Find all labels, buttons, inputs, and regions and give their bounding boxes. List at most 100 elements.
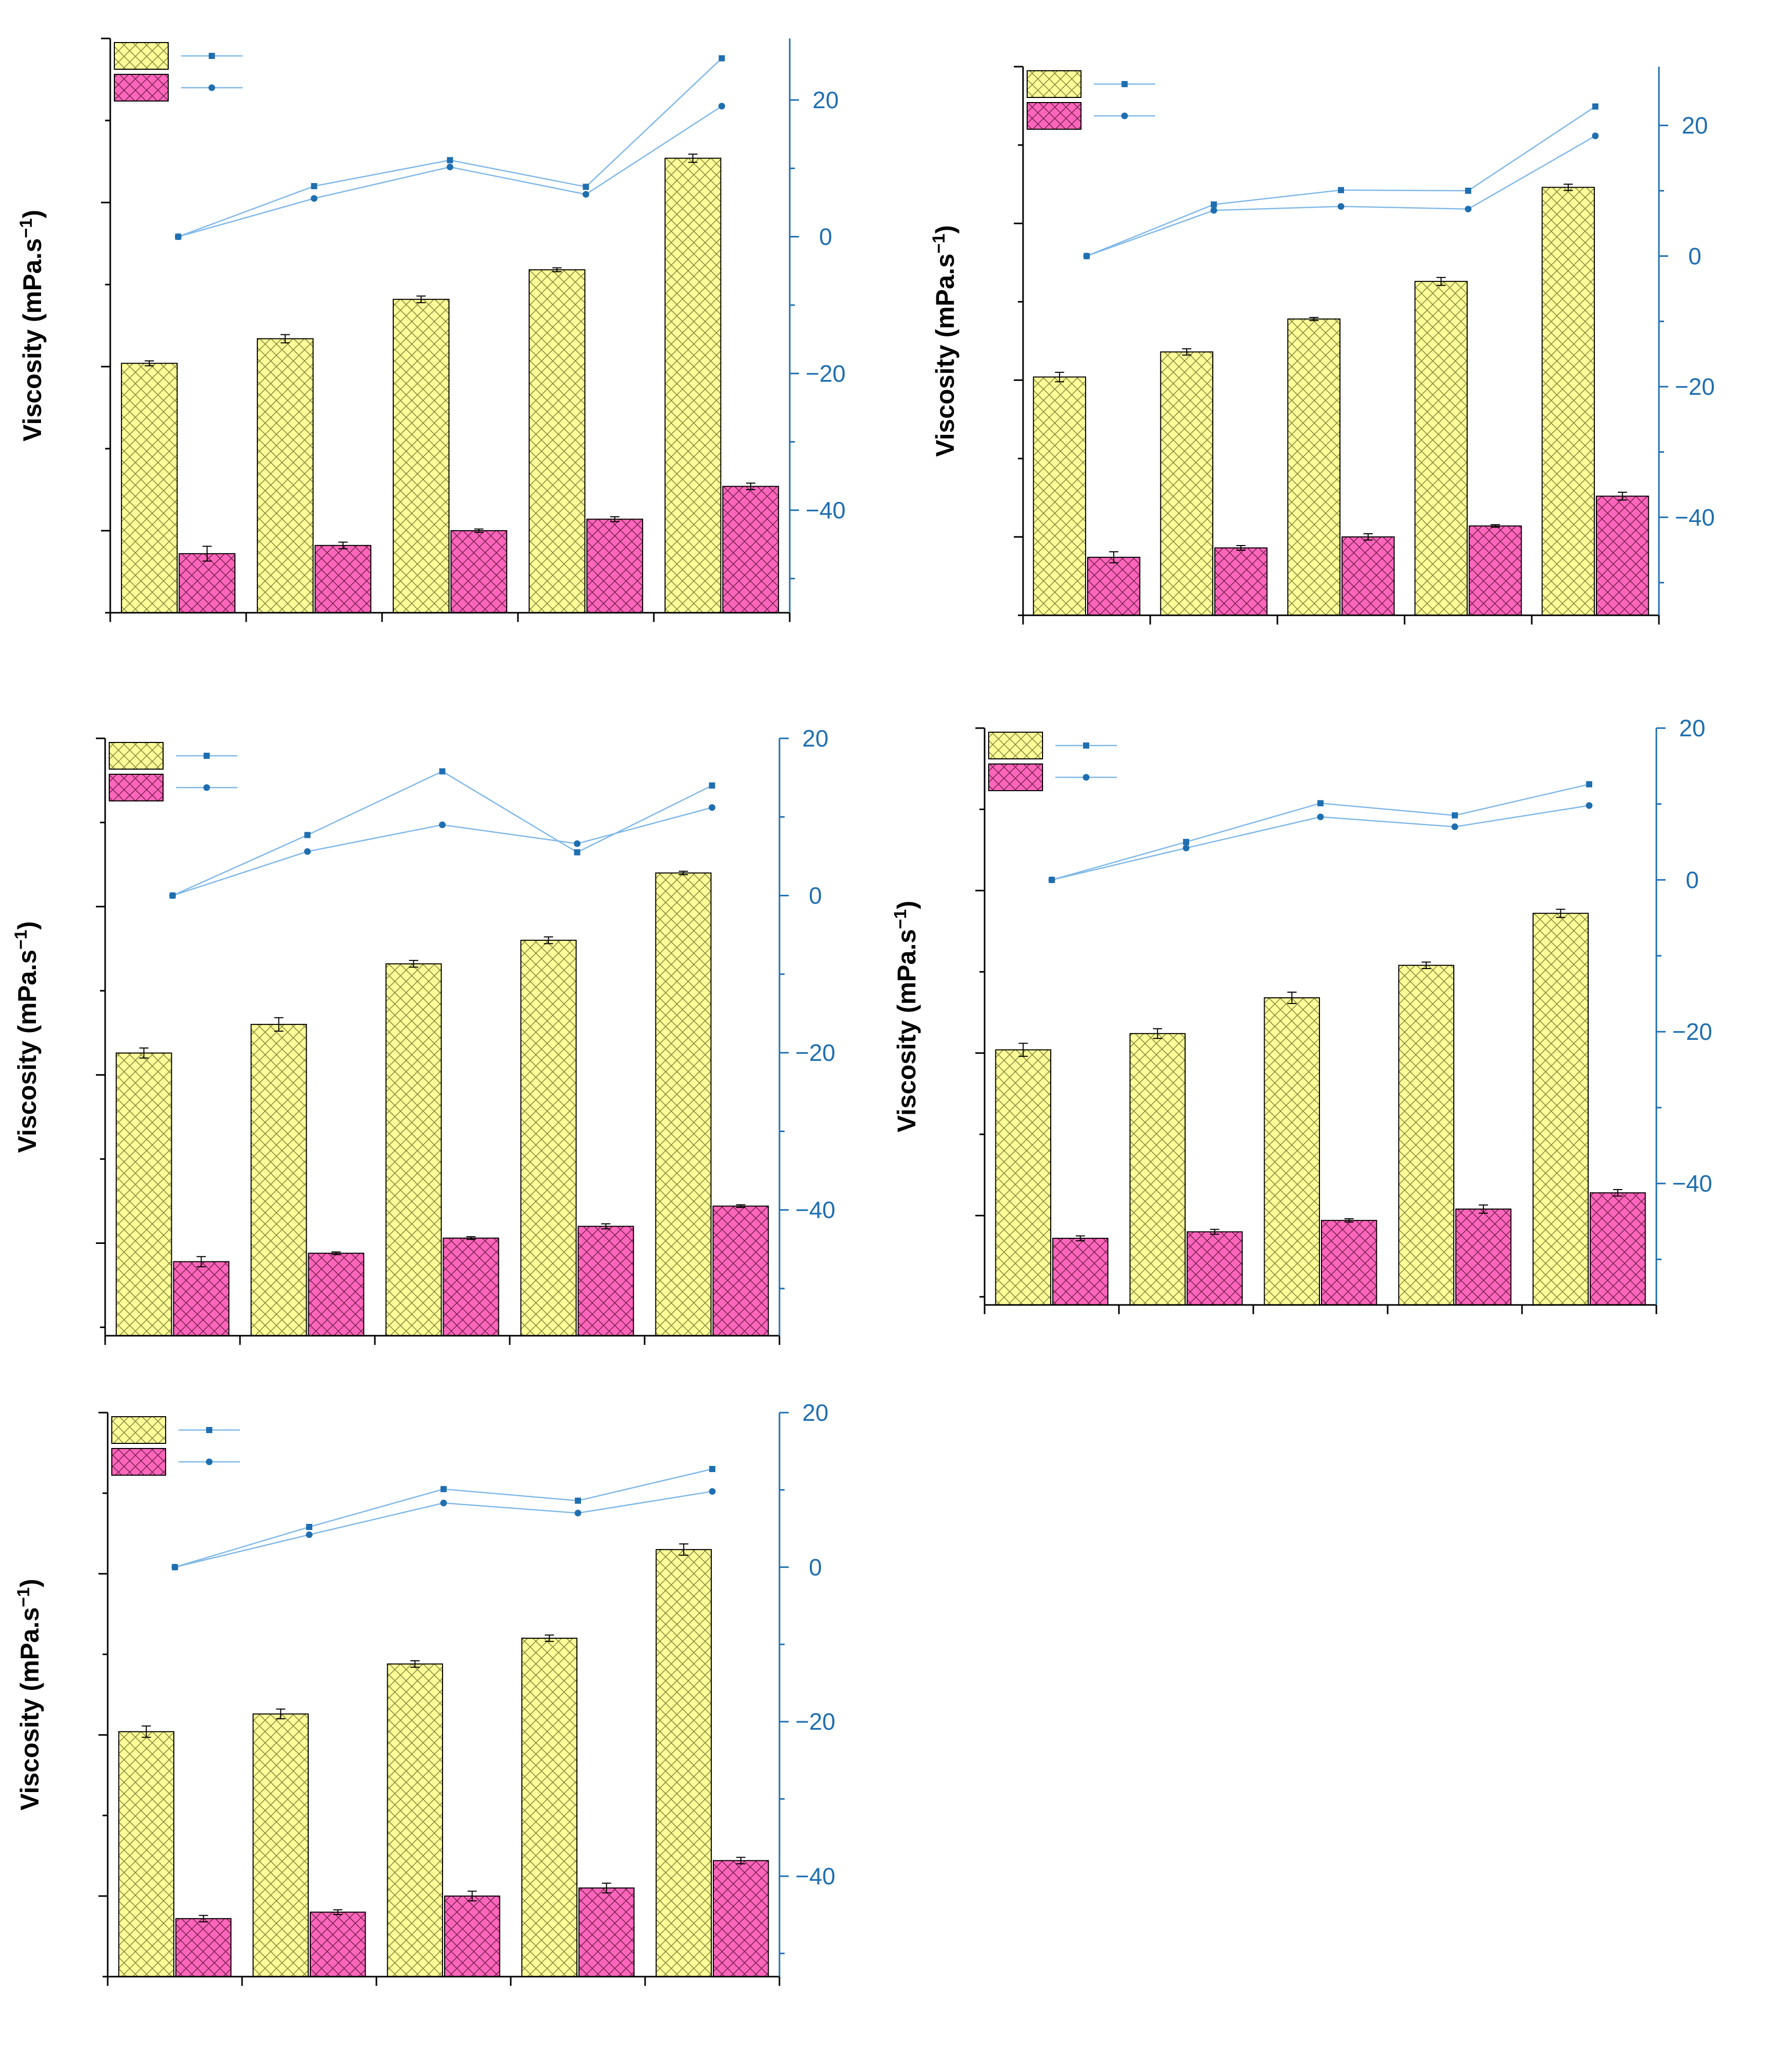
panel-b-error-0-3	[1436, 277, 1446, 286]
panel-b-legend-marker-square	[1122, 81, 1128, 87]
panel-e-error-1-3	[602, 1882, 611, 1894]
panel-a-rate-marker-100-2	[447, 164, 453, 171]
panel-c-y2tick-label-3: −40	[795, 1197, 835, 1223]
panel-d-y2tick-label-1: 0	[1686, 867, 1699, 893]
panel-b-y2tick-label-0: 20	[1681, 112, 1708, 139]
panel-e: 20 0 −20 −40 Viscosity (mPa.s−1)	[14, 1399, 835, 1986]
panel-d-y2tick-label-2: −20	[1672, 1018, 1712, 1045]
panel-d-error-0-4	[1556, 909, 1566, 918]
panel-a-legend-marker-circle	[208, 84, 215, 91]
panel-d-y-title-main: Viscosity (mPa.s	[892, 929, 921, 1133]
panel-a-bar-60-3	[528, 269, 586, 613]
panel-b-error-1-3	[1490, 524, 1500, 528]
panel-c-legend-swatch-1	[109, 774, 164, 801]
panel-e-y2tick-label-1: 0	[809, 1554, 822, 1580]
panel-e-y2tick-label-3: −40	[795, 1863, 835, 1889]
panel-d-y-title: Viscosity (mPa.s−1)	[891, 901, 921, 1133]
panel-e-error-0-0	[142, 1725, 151, 1738]
panel-c-legend-marker-circle	[203, 784, 210, 791]
panel-e-legend-swatch-1	[111, 1448, 166, 1476]
panel-a-bar-100-1	[314, 545, 372, 614]
panel-d-error-0-1	[1153, 1028, 1163, 1039]
panel-d-y-title-close: )	[892, 901, 921, 910]
panel-c-legend-swatch-0	[109, 742, 164, 770]
panel-c-bar-100-1	[308, 1253, 365, 1337]
panel-a-y2tick-label-3: −40	[806, 497, 846, 524]
panel-e-bar-60-3	[521, 1638, 578, 1977]
panel-b-bar-60-2	[1287, 318, 1341, 616]
panel-d-bar-100-4	[1590, 1192, 1646, 1306]
panel-a-error-1-0	[202, 546, 212, 562]
panel-d-rate-marker-60-3	[1452, 812, 1458, 819]
panel-c-rate-marker-100-0	[169, 892, 176, 899]
panel-e-rate-marker-100-3	[574, 1510, 582, 1517]
panel-d-rate-marker-100-2	[1317, 813, 1324, 820]
panel-e-error-1-0	[198, 1915, 208, 1923]
panel-d: 20 0 −20 −40 Viscosity (mPa.s−1)	[891, 715, 1712, 1314]
panel-b-y2tick-label-3: −40	[1675, 504, 1715, 531]
panel-c-bar-100-0	[173, 1261, 230, 1337]
panel-d-bar-100-3	[1455, 1209, 1512, 1305]
panel-d-rate-line-60	[1051, 783, 1590, 881]
panel-e-y2tick-label-2: −20	[795, 1708, 835, 1735]
panel-e-bar-60-0	[118, 1731, 174, 1977]
panel-c-bar-100-4	[712, 1205, 769, 1336]
panel-e-bar-100-3	[578, 1887, 635, 1977]
panel-c-error-0-1	[274, 1017, 284, 1032]
panel-d-rate-marker-60-4	[1586, 781, 1592, 788]
panel-b-rate-marker-100-4	[1592, 132, 1599, 139]
panel-c-rate-marker-60-3	[574, 849, 580, 856]
panel-c-rate-marker-60-1	[304, 832, 311, 838]
panel-d-error-1-3	[1478, 1204, 1488, 1214]
panel-c-bar-60-3	[520, 939, 577, 1337]
panel-e-bar-60-2	[387, 1663, 444, 1977]
panel-b-rate-marker-60-2	[1338, 187, 1344, 193]
panel-c-error-0-2	[409, 960, 418, 968]
panel-e-y-title-sup: −1	[14, 1587, 33, 1607]
panel-d-error-1-2	[1344, 1218, 1354, 1223]
panel-a-error-0-4	[688, 153, 698, 163]
panel-b-bar-60-4	[1541, 187, 1595, 616]
panel-e-error-1-1	[333, 1909, 343, 1915]
panel-b: 20 0 −20 −40 Viscosity (mPa.s−1)	[929, 66, 1715, 625]
panel-a-y2tick-label-0: 20	[812, 87, 838, 113]
panel-e-rate-marker-100-4	[709, 1488, 716, 1495]
panel-d-legend-swatch-0	[988, 732, 1043, 759]
panel-c-y2tick-label-0: 20	[802, 725, 828, 752]
panel-b-y-title: Viscosity (mPa.s−1)	[929, 225, 959, 457]
panel-a-error-0-0	[145, 360, 154, 367]
panel-e-rate-marker-60-1	[306, 1524, 312, 1531]
panel-a-rate-marker-100-4	[718, 103, 725, 110]
panel-d-bar-60-3	[1398, 964, 1455, 1305]
panel-b-error-1-2	[1363, 533, 1373, 541]
panel-d-y-title-sup: −1	[891, 909, 910, 929]
panel-a-error-1-2	[474, 528, 484, 533]
panel-b-rate-line-100	[1086, 135, 1596, 257]
panel-b-rate-marker-100-2	[1337, 203, 1345, 210]
panel-b-error-1-1	[1236, 545, 1246, 551]
panel-b-legend-swatch-1	[1027, 102, 1082, 130]
panel-e-y-title-main: Viscosity (mPa.s	[15, 1607, 44, 1811]
panel-a-y-title-main: Viscosity (mPa.s	[18, 238, 47, 441]
panel-d-y2tick-label-0: 20	[1679, 715, 1705, 741]
panel-b-y-title-main: Viscosity (mPa.s	[931, 253, 959, 457]
panel-d-legend-marker-square	[1083, 742, 1089, 749]
panel-c-bar-100-3	[577, 1225, 634, 1337]
panel-c-error-1-0	[196, 1256, 206, 1268]
panel-d-rate-marker-100-4	[1586, 802, 1593, 809]
panel-e-error-0-2	[410, 1660, 420, 1668]
panel-a-y-title-close: )	[18, 210, 47, 218]
panel-b-legend-swatch-0	[1027, 70, 1082, 98]
panel-c-bar-100-2	[443, 1237, 499, 1336]
panel-d-bar-60-4	[1532, 913, 1589, 1305]
panel-d-error-0-2	[1287, 991, 1297, 1004]
panel-c-y2tick-label-1: 0	[809, 882, 822, 909]
panel-d-bar-60-1	[1129, 1033, 1186, 1305]
panel-c-bar-60-1	[250, 1023, 307, 1336]
panel-b-bar-100-1	[1214, 547, 1268, 616]
panel-c-error-0-3	[544, 936, 553, 944]
panel-e-bar-60-1	[252, 1713, 309, 1978]
panel-d-error-1-4	[1613, 1189, 1623, 1197]
panel-a-bar-100-4	[722, 486, 779, 613]
panel-a-rate-marker-60-2	[447, 157, 453, 164]
